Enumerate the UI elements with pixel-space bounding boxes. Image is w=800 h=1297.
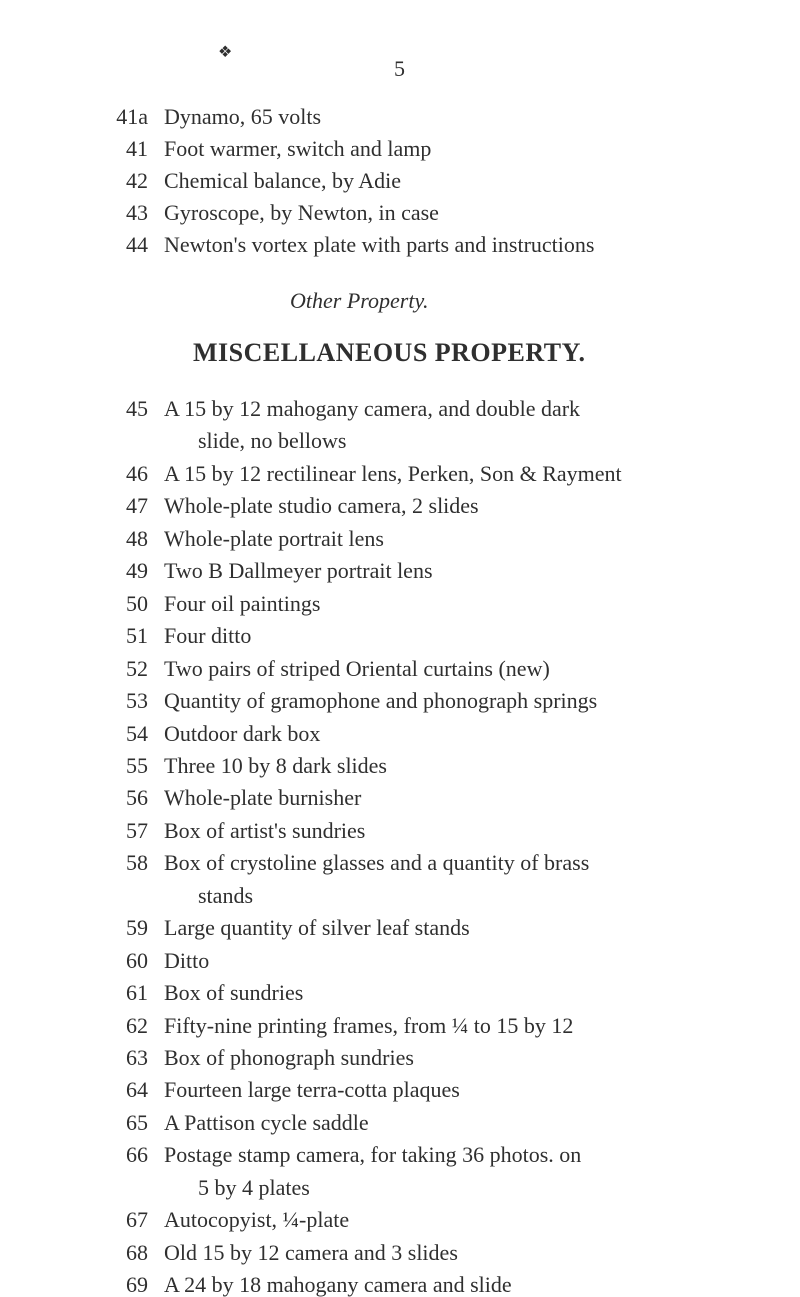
catalogue-entry: 67Autocopyist, ¼-plate [92,1209,349,1231]
catalogue-entry: 41aDynamo, 65 volts [92,106,321,128]
catalogue-entry: 49Two B Dallmeyer portrait lens [92,560,433,582]
catalogue-entry: 45A 15 by 12 mahogany camera, and double… [92,398,580,420]
entry-number: 69 [92,1274,164,1296]
entry-number: 44 [92,234,164,256]
entry-number: 52 [92,658,164,680]
entry-number: 47 [92,495,164,517]
entry-text: Dynamo, 65 volts [164,106,321,128]
entry-text: Autocopyist, ¼-plate [164,1209,349,1231]
entry-text: Large quantity of silver leaf stands [164,917,470,939]
catalogue-entry: 52Two pairs of striped Oriental curtains… [92,658,550,680]
catalogue-entry: 42Chemical balance, by Adie [92,170,401,192]
entry-text: Box of phonograph sundries [164,1047,414,1069]
page: ❖ 5 41aDynamo, 65 volts41Foot warmer, sw… [0,0,800,1291]
entry-text: Whole-plate burnisher [164,787,361,809]
entry-text: Four ditto [164,625,251,647]
catalogue-entry: 58Box of crystoline glasses and a quanti… [92,852,589,874]
entry-text: Quantity of gramophone and phonograph sp… [164,690,597,712]
catalogue-entry: 64Fourteen large terra-cotta plaques [92,1079,460,1101]
catalogue-entry: 48Whole-plate portrait lens [92,528,384,550]
entry-text: Gyroscope, by Newton, in case [164,202,439,224]
entry-number: 66 [92,1144,164,1166]
section-heading-title: MISCELLANEOUS PROPERTY. [193,338,585,368]
entry-text: Three 10 by 8 dark slides [164,755,387,777]
entry-text: Box of sundries [164,982,303,1004]
catalogue-entry: 65A Pattison cycle saddle [92,1112,369,1134]
catalogue-entry: 51Four ditto [92,625,251,647]
catalogue-entry: 41Foot warmer, switch and lamp [92,138,431,160]
catalogue-entry: 69A 24 by 18 mahogany camera and slide [92,1274,512,1296]
entry-text: Foot warmer, switch and lamp [164,138,431,160]
entry-number: 65 [92,1112,164,1134]
ornament-dot: ❖ [218,42,232,62]
entry-text: A 15 by 12 rectilinear lens, Perken, Son… [164,463,622,485]
catalogue-entry: 54Outdoor dark box [92,723,320,745]
catalogue-entry: 43Gyroscope, by Newton, in case [92,202,439,224]
catalogue-entry: 66Postage stamp camera, for taking 36 ph… [92,1144,581,1166]
catalogue-entry: 55Three 10 by 8 dark slides [92,755,387,777]
entry-number: 54 [92,723,164,745]
entry-text: Fifty-nine printing frames, from ¼ to 15… [164,1015,573,1037]
entry-text-continuation: slide, no bellows [198,430,347,452]
page-number: 5 [394,56,405,82]
entry-number: 60 [92,950,164,972]
entry-number: 41a [92,106,164,128]
entry-number: 67 [92,1209,164,1231]
entry-number: 46 [92,463,164,485]
catalogue-entry: 63Box of phonograph sundries [92,1047,414,1069]
catalogue-entry: 61Box of sundries [92,982,303,1004]
entry-number: 68 [92,1242,164,1264]
entry-text: Whole-plate studio camera, 2 slides [164,495,479,517]
entry-text: Fourteen large terra-cotta plaques [164,1079,460,1101]
catalogue-entry: 50Four oil paintings [92,593,320,615]
entry-number: 53 [92,690,164,712]
catalogue-entry: 68Old 15 by 12 camera and 3 slides [92,1242,458,1264]
entry-number: 59 [92,917,164,939]
entry-number: 42 [92,170,164,192]
entry-number: 49 [92,560,164,582]
entry-text: Box of artist's sundries [164,820,365,842]
entry-text: A Pattison cycle saddle [164,1112,369,1134]
entry-text: Postage stamp camera, for taking 36 phot… [164,1144,581,1166]
catalogue-entry: 53Quantity of gramophone and phonograph … [92,690,597,712]
entry-text: Ditto [164,950,209,972]
entry-number: 63 [92,1047,164,1069]
entry-text: Two pairs of striped Oriental curtains (… [164,658,550,680]
entry-text: A 15 by 12 mahogany camera, and double d… [164,398,580,420]
catalogue-entry: 47Whole-plate studio camera, 2 slides [92,495,479,517]
entry-number: 41 [92,138,164,160]
entry-text: Four oil paintings [164,593,320,615]
entry-text: Whole-plate portrait lens [164,528,384,550]
catalogue-entry: 56Whole-plate burnisher [92,787,361,809]
entry-text-continuation: stands [198,885,253,907]
entry-number: 45 [92,398,164,420]
entry-number: 64 [92,1079,164,1101]
entry-number: 50 [92,593,164,615]
entry-number: 55 [92,755,164,777]
catalogue-entry: 59Large quantity of silver leaf stands [92,917,470,939]
entry-text: Chemical balance, by Adie [164,170,401,192]
catalogue-entry: 62Fifty-nine printing frames, from ¼ to … [92,1015,573,1037]
entry-text: Two B Dallmeyer portrait lens [164,560,433,582]
catalogue-entry: 46A 15 by 12 rectilinear lens, Perken, S… [92,463,622,485]
entry-number: 62 [92,1015,164,1037]
entry-number: 43 [92,202,164,224]
catalogue-entry: 60Ditto [92,950,209,972]
entry-number: 58 [92,852,164,874]
catalogue-entry: 57Box of artist's sundries [92,820,365,842]
entry-number: 56 [92,787,164,809]
entry-text: Old 15 by 12 camera and 3 slides [164,1242,458,1264]
entry-number: 61 [92,982,164,1004]
entry-text: A 24 by 18 mahogany camera and slide [164,1274,512,1296]
entry-number: 51 [92,625,164,647]
catalogue-entry: 44Newton's vortex plate with parts and i… [92,234,594,256]
entry-text: Outdoor dark box [164,723,320,745]
entry-text: Box of crystoline glasses and a quantity… [164,852,589,874]
entry-text-continuation: 5 by 4 plates [198,1177,310,1199]
entry-number: 57 [92,820,164,842]
section-heading-italic: Other Property. [290,288,429,314]
entry-number: 48 [92,528,164,550]
entry-text: Newton's vortex plate with parts and ins… [164,234,594,256]
